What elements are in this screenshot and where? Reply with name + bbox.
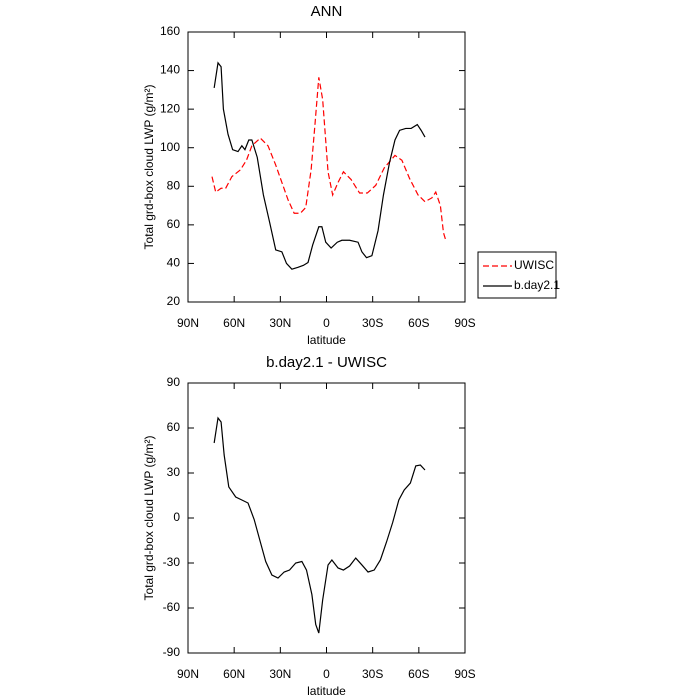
x-tick-label: 60S [408, 667, 429, 681]
x-tick-label: 0 [323, 667, 330, 681]
y-tick-label: 120 [160, 101, 180, 115]
y-tick-label: -90 [163, 645, 181, 659]
y-tick-label: 60 [167, 217, 181, 231]
plot-frame [187, 382, 466, 654]
x-tick-label: 90S [454, 316, 475, 330]
legend-label: b.day2.1 [514, 278, 560, 292]
y-tick-label: 40 [167, 256, 181, 270]
y-tick-label: 80 [167, 178, 181, 192]
x-axis-label: latitude [307, 684, 346, 698]
y-tick-label: 0 [173, 510, 180, 524]
x-tick-label: 90N [177, 316, 199, 330]
y-tick-label: 20 [167, 294, 181, 308]
y-tick-label: -30 [163, 555, 181, 569]
plot-frame [187, 31, 466, 303]
y-tick-label: 90 [167, 375, 181, 389]
data-line [213, 416, 426, 634]
y-tick-label: -60 [163, 600, 181, 614]
y-tick-label: 140 [160, 63, 180, 77]
x-tick-label: 0 [323, 316, 330, 330]
chart-title: b.day2.1 - UWISC [266, 354, 387, 371]
chart-title: ANN [311, 3, 343, 20]
x-tick-label: 60N [223, 667, 245, 681]
x-tick-label: 30N [269, 316, 291, 330]
y-axis-label: Total grd-box cloud LWP (g/m²) [142, 85, 156, 250]
x-tick-label: 90N [177, 667, 199, 681]
y-tick-label: 160 [160, 24, 180, 38]
data-line [211, 77, 447, 241]
y-tick-label: 30 [167, 465, 181, 479]
legend-label: UWISC [514, 258, 554, 272]
y-tick-label: 100 [160, 140, 180, 154]
x-tick-label: 90S [454, 667, 475, 681]
y-axis-label: Total grd-box cloud LWP (g/m²) [142, 436, 156, 601]
x-axis-label: latitude [307, 333, 346, 347]
y-tick-label: 60 [167, 420, 181, 434]
x-tick-label: 60S [408, 316, 429, 330]
x-tick-label: 30S [362, 667, 383, 681]
data-line [213, 61, 426, 270]
legend-box [477, 251, 557, 299]
x-tick-label: 60N [223, 316, 245, 330]
x-tick-label: 30S [362, 316, 383, 330]
x-tick-label: 30N [269, 667, 291, 681]
